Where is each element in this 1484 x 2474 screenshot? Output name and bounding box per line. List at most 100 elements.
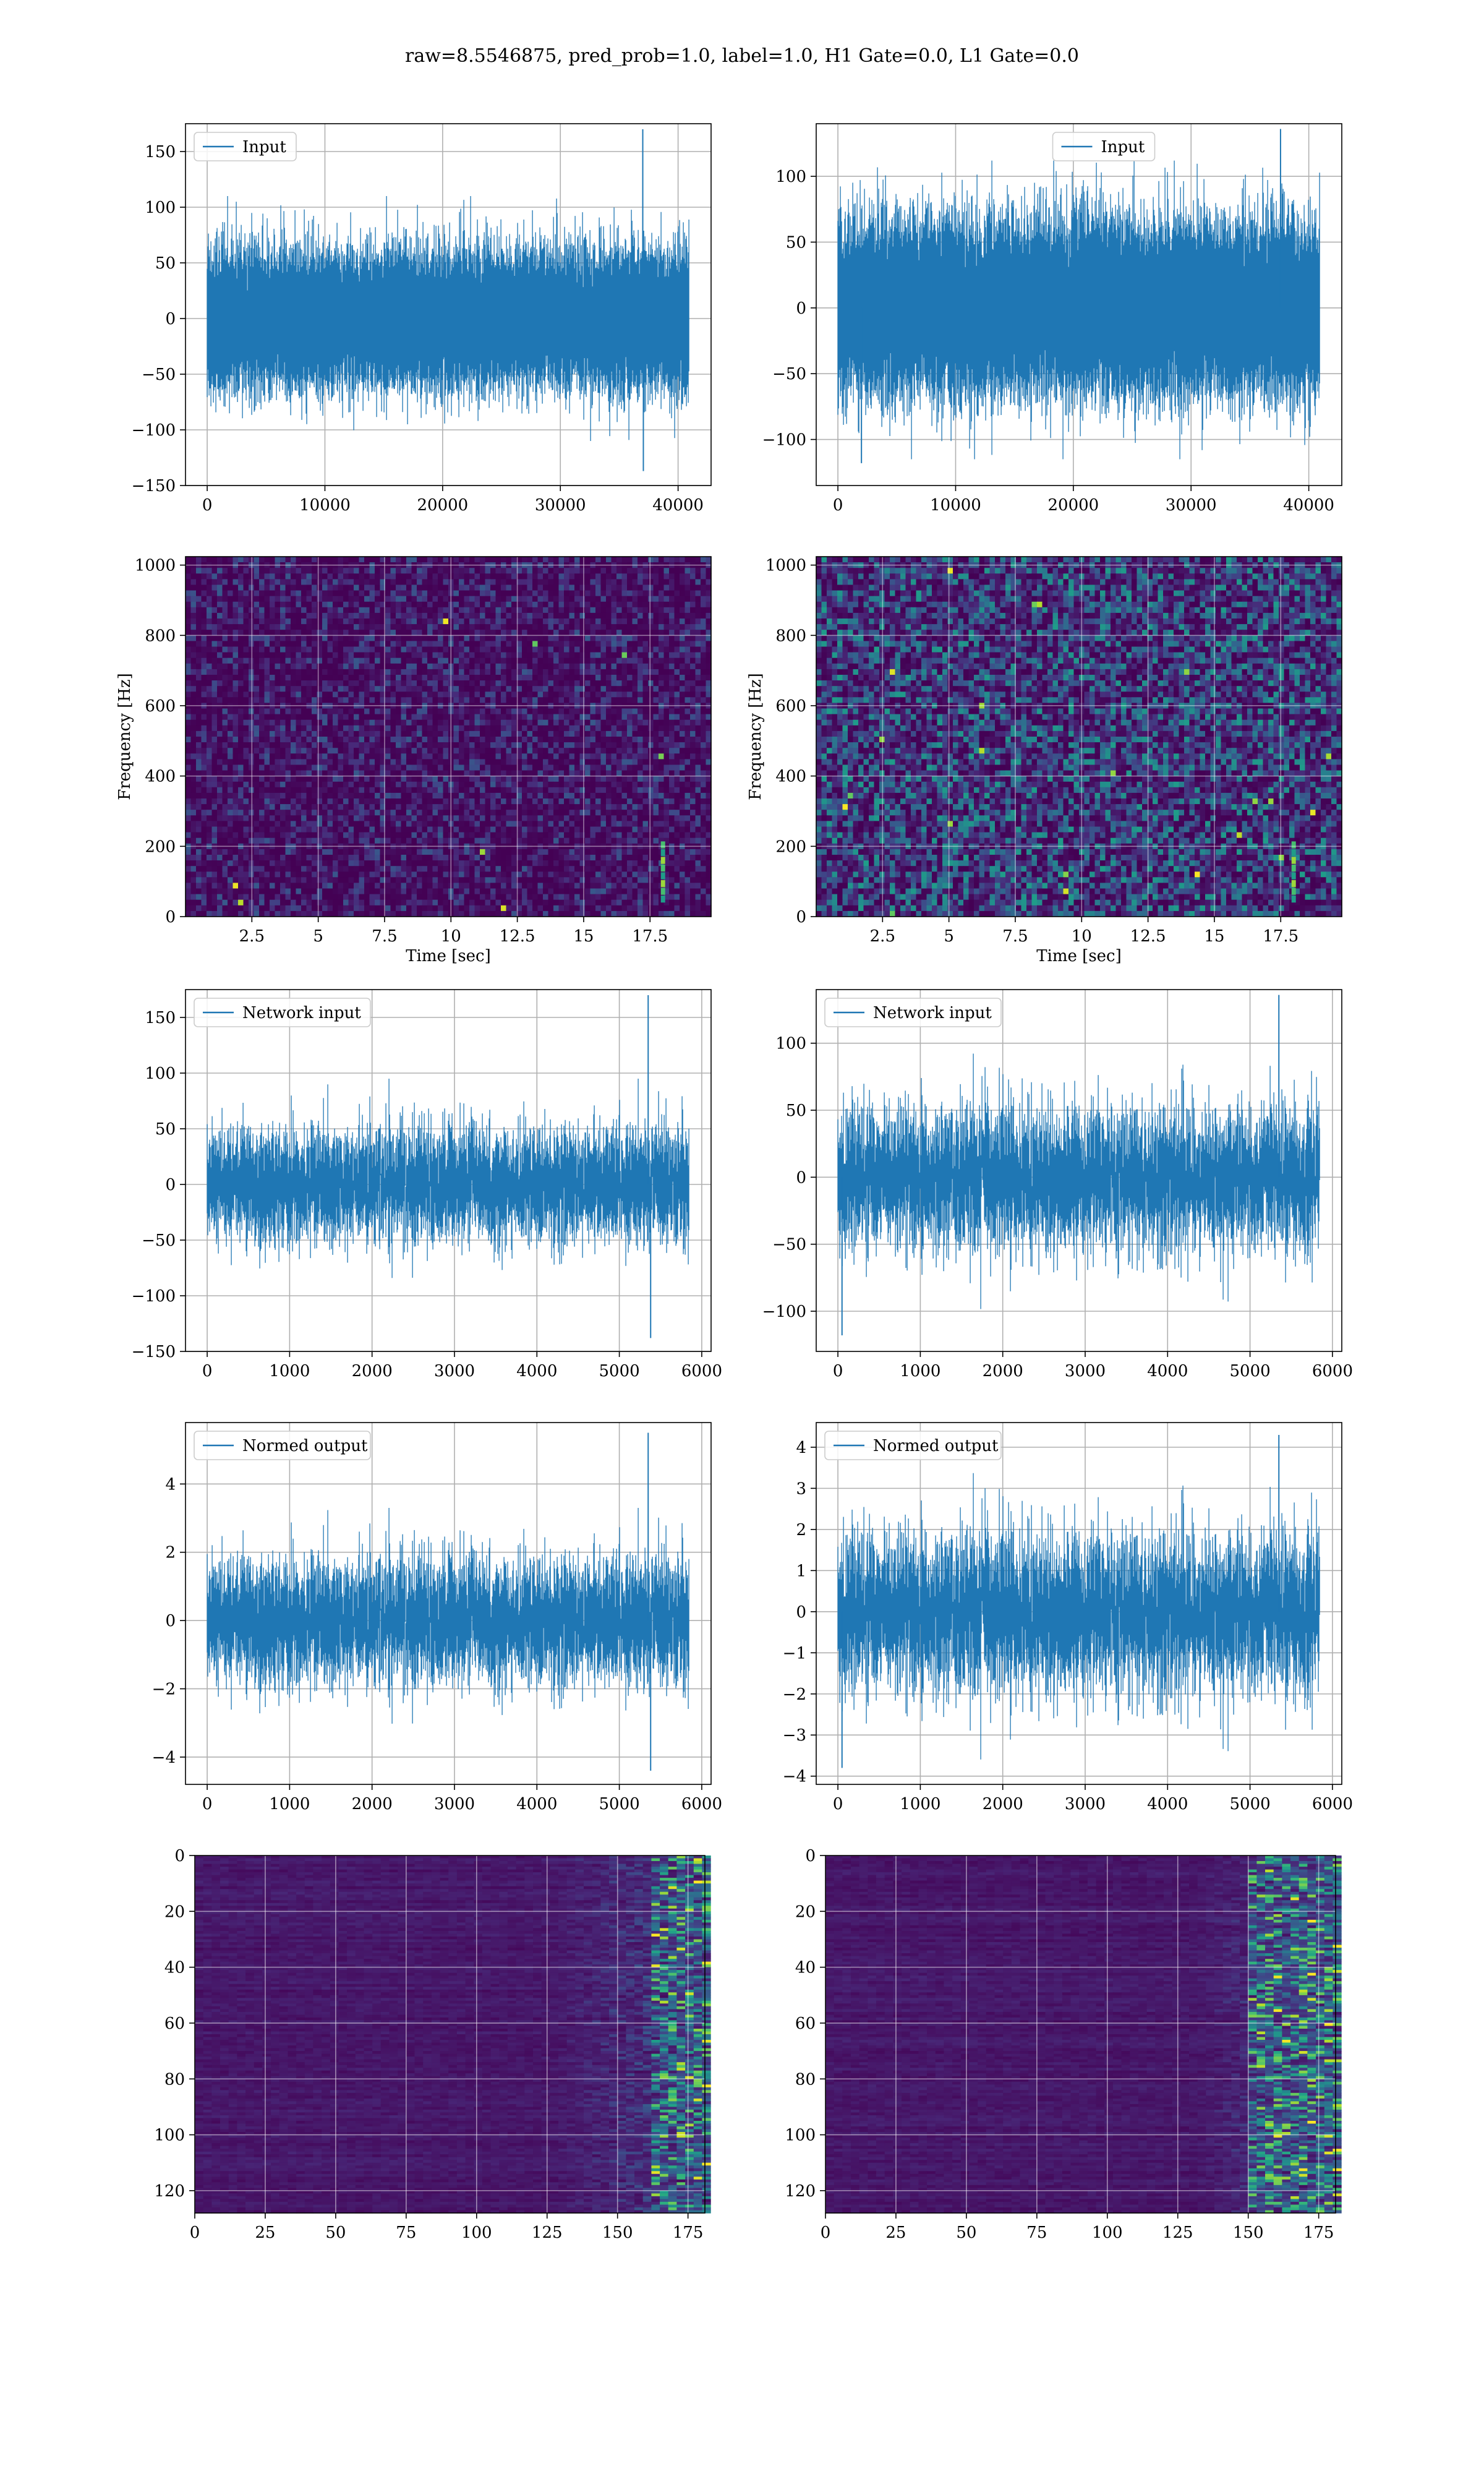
heatmap-cell (401, 591, 407, 597)
heatmap-cell (438, 618, 443, 625)
heatmap-cell (532, 596, 538, 602)
heatmap-cell (569, 591, 575, 597)
heatmap-cell (417, 585, 422, 591)
heatmap-cell (322, 579, 328, 585)
heatmap-cell (696, 557, 701, 563)
heatmap-cell (511, 613, 517, 619)
heatmap-cell (480, 585, 485, 591)
heatmap-cell (333, 568, 338, 574)
x-tick-label: 30000 (1166, 496, 1217, 515)
heatmap-cell (685, 618, 691, 625)
heatmap-cell (638, 573, 643, 580)
heatmap-cell (312, 557, 317, 563)
heatmap-cell (322, 596, 328, 602)
heatmap-cell (585, 585, 591, 591)
heatmap-cell (633, 618, 638, 625)
heatmap-cell (527, 591, 533, 597)
heatmap-cell (675, 579, 680, 585)
heatmap-cell (475, 613, 480, 619)
heatmap-cell (669, 557, 675, 563)
heatmap-cell (349, 579, 354, 585)
heatmap-cell (454, 613, 459, 619)
heatmap-cell (370, 573, 375, 580)
heatmap-cell (612, 591, 617, 597)
y-tick-label: −100 (762, 431, 806, 450)
heatmap-cell (490, 624, 496, 630)
heatmap-cell (612, 602, 617, 608)
heatmap-cell (485, 602, 491, 608)
heatmap-cell (359, 557, 365, 563)
heatmap-cell (191, 591, 197, 597)
heatmap-cell (228, 591, 233, 597)
heatmap-cell (275, 568, 281, 574)
heatmap-cell (328, 591, 333, 597)
heatmap-cell (532, 568, 538, 574)
heatmap-cell (354, 618, 359, 625)
heatmap-cell (307, 585, 312, 591)
heatmap-cell (375, 585, 380, 591)
heatmap-cell (228, 613, 233, 619)
heatmap-cell (343, 613, 349, 619)
heatmap-cell (564, 602, 569, 608)
heatmap-cell (286, 585, 291, 591)
heatmap-cell (564, 568, 569, 574)
heatmap-cell (391, 585, 396, 591)
heatmap-cell (559, 579, 565, 585)
series-line (838, 161, 1320, 460)
heatmap-cell (664, 591, 670, 597)
heatmap-cell (301, 573, 307, 580)
heatmap-cell (511, 596, 517, 602)
heatmap-cell (202, 613, 207, 619)
heatmap-cell (265, 573, 270, 580)
heatmap-cell (233, 557, 239, 563)
heatmap-cell (370, 568, 375, 574)
heatmap-cell (244, 568, 249, 574)
heatmap-cell (254, 579, 260, 585)
heatmap-cell (296, 607, 302, 614)
heatmap-cell (559, 585, 565, 591)
heatmap-cell (690, 579, 696, 585)
heatmap-cell (196, 579, 202, 585)
heatmap-cell (548, 579, 554, 585)
heatmap-cell (244, 602, 249, 608)
heatmap-cell (622, 607, 628, 614)
heatmap-cell (328, 613, 333, 619)
heatmap-cell (322, 591, 328, 597)
heatmap-cell (233, 624, 239, 630)
heatmap-cell (490, 579, 496, 585)
heatmap-cell (291, 557, 296, 563)
heatmap-cell (569, 573, 575, 580)
heatmap-cell (207, 568, 212, 574)
heatmap-cell (538, 591, 544, 597)
heatmap-cell (490, 596, 496, 602)
heatmap-cell (591, 624, 596, 630)
heatmap-cell (322, 618, 328, 625)
heatmap-cell (223, 579, 228, 585)
heatmap-cell (291, 596, 296, 602)
heatmap-cell (685, 602, 691, 608)
heatmap-cell (196, 557, 202, 563)
heatmap-cell (223, 624, 228, 630)
heatmap-cell (422, 591, 428, 597)
heatmap-cell (280, 573, 286, 580)
heatmap-cell (354, 568, 359, 574)
heatmap-cell (364, 607, 370, 614)
heatmap-cell (569, 607, 575, 614)
y-tick-label: −50 (772, 365, 806, 383)
heatmap-cell (412, 557, 417, 563)
heatmap-cell (654, 579, 659, 585)
heatmap-cell (574, 579, 580, 585)
heatmap-cell (364, 624, 370, 630)
heatmap-cell (196, 573, 202, 580)
heatmap-cell (186, 591, 191, 597)
heatmap-cell (301, 624, 307, 630)
heatmap-cell (212, 602, 218, 608)
heatmap-cell (685, 568, 691, 574)
heatmap-cell (643, 613, 649, 619)
heatmap-cell (328, 596, 333, 602)
heatmap-cell (696, 613, 701, 619)
heatmap-cell (664, 624, 670, 630)
heatmap-cell (338, 573, 344, 580)
heatmap-cell (612, 579, 617, 585)
heatmap-cell (606, 557, 612, 563)
